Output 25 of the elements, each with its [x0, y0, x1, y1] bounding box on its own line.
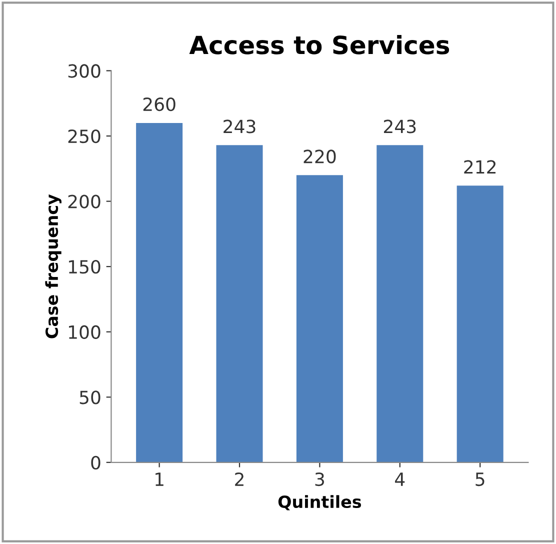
bar — [216, 145, 263, 462]
data-label: 212 — [464, 160, 496, 174]
bar — [456, 186, 504, 462]
bar — [296, 175, 343, 462]
data-label: 243 — [384, 120, 416, 134]
y-tick-label: 0 — [91, 456, 100, 470]
data-label: 260 — [143, 97, 176, 112]
y-tick-label: 50 — [80, 390, 100, 404]
x-tick-label: 4 — [395, 472, 405, 486]
bar — [136, 122, 183, 462]
y-tick-label: 200 — [68, 194, 100, 208]
y-tick-label: 300 — [68, 64, 100, 78]
x-tick-label: 5 — [476, 472, 484, 486]
y-tick-label: 100 — [69, 325, 100, 339]
data-label: 220 — [304, 150, 336, 164]
x-axis-title: Quintiles — [278, 495, 362, 510]
y-tick-label: 250 — [68, 129, 100, 144]
data-label: 243 — [224, 120, 256, 134]
x-tick-label: 3 — [315, 472, 324, 486]
bar — [376, 145, 424, 462]
chart-title: Access to Services — [189, 35, 450, 54]
x-tick-label: 1 — [156, 472, 164, 486]
y-axis-title: Case frequency — [45, 194, 62, 338]
y-tick-label: 150 — [69, 260, 100, 274]
x-tick-label: 2 — [235, 472, 244, 486]
